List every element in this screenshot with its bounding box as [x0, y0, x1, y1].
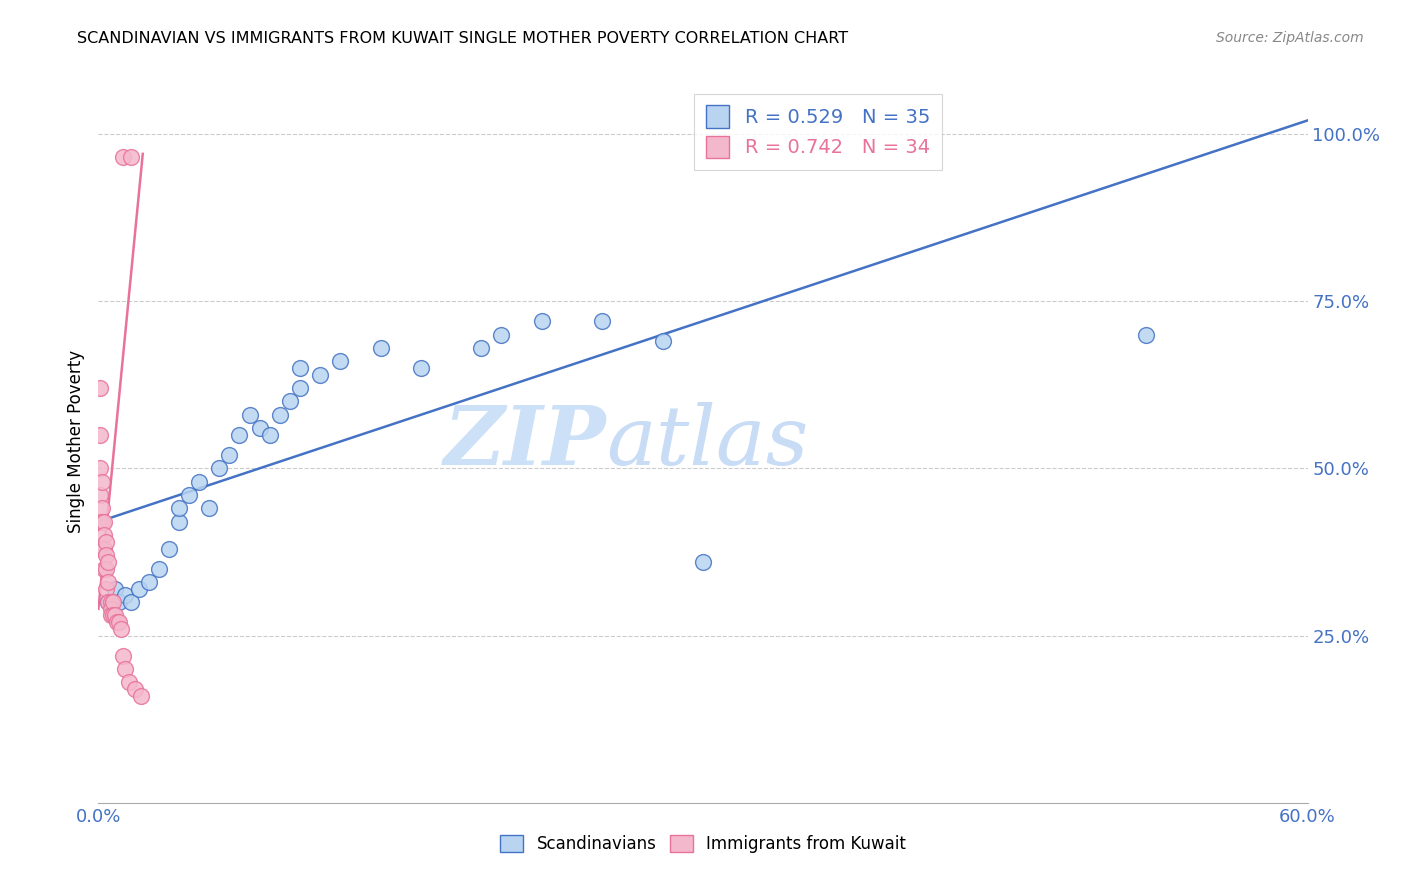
- Point: [93, 541, 115, 556]
- Text: Source: ZipAtlas.com: Source: ZipAtlas.com: [1216, 31, 1364, 45]
- Point: [120, 150, 142, 164]
- Point: [91, 475, 114, 489]
- Point: [100, 602, 122, 616]
- Point: [198, 501, 221, 516]
- Point: [96, 548, 118, 563]
- Point: [167, 501, 190, 516]
- Point: [138, 575, 160, 590]
- Point: [114, 662, 136, 676]
- Point: [208, 461, 231, 475]
- Point: [114, 589, 136, 603]
- Text: SCANDINAVIAN VS IMMIGRANTS FROM KUWAIT SINGLE MOTHER POVERTY CORRELATION CHART: SCANDINAVIAN VS IMMIGRANTS FROM KUWAIT S…: [77, 31, 848, 46]
- Point: [179, 488, 201, 502]
- Point: [91, 501, 114, 516]
- Point: [370, 341, 392, 355]
- Point: [530, 314, 553, 328]
- Point: [107, 595, 129, 609]
- Point: [591, 314, 613, 328]
- Point: [105, 615, 128, 630]
- Point: [249, 421, 271, 435]
- Point: [107, 615, 129, 630]
- Point: [101, 608, 124, 623]
- Point: [103, 608, 125, 623]
- Point: [278, 394, 301, 409]
- Point: [91, 515, 114, 529]
- Point: [120, 595, 142, 609]
- Point: [103, 582, 125, 596]
- Point: [157, 541, 180, 556]
- Point: [128, 582, 150, 596]
- Point: [111, 150, 134, 164]
- Point: [124, 681, 146, 696]
- Y-axis label: Single Mother Poverty: Single Mother Poverty: [66, 350, 84, 533]
- Point: [97, 555, 120, 569]
- Point: [89, 381, 111, 395]
- Point: [111, 648, 134, 663]
- Point: [96, 562, 118, 576]
- Point: [110, 622, 132, 636]
- Point: [101, 595, 124, 609]
- Point: [148, 562, 170, 576]
- Point: [309, 368, 332, 382]
- Point: [651, 334, 673, 349]
- Point: [409, 361, 432, 376]
- Point: [129, 689, 152, 703]
- Point: [91, 541, 114, 556]
- Point: [470, 341, 492, 355]
- Point: [97, 575, 120, 590]
- Point: [1135, 327, 1157, 342]
- Point: [218, 448, 240, 462]
- Point: [96, 534, 118, 549]
- Point: [89, 515, 111, 529]
- Point: [89, 461, 111, 475]
- Point: [89, 488, 111, 502]
- Point: [259, 427, 281, 442]
- Point: [269, 408, 291, 422]
- Point: [93, 528, 115, 542]
- Legend: Scandinavians, Immigrants from Kuwait: Scandinavians, Immigrants from Kuwait: [494, 828, 912, 860]
- Point: [188, 475, 211, 489]
- Text: ZIP: ZIP: [444, 401, 606, 482]
- Point: [288, 361, 311, 376]
- Point: [89, 427, 111, 442]
- Point: [167, 515, 190, 529]
- Text: atlas: atlas: [606, 401, 808, 482]
- Point: [97, 595, 120, 609]
- Point: [239, 408, 262, 422]
- Point: [491, 327, 513, 342]
- Point: [96, 582, 118, 596]
- Point: [118, 675, 141, 690]
- Point: [228, 427, 250, 442]
- Point: [288, 381, 311, 395]
- Point: [692, 555, 714, 569]
- Point: [93, 515, 115, 529]
- Point: [329, 354, 352, 368]
- Point: [100, 595, 122, 609]
- Point: [100, 608, 122, 623]
- Point: [97, 595, 120, 609]
- Point: [93, 562, 115, 576]
